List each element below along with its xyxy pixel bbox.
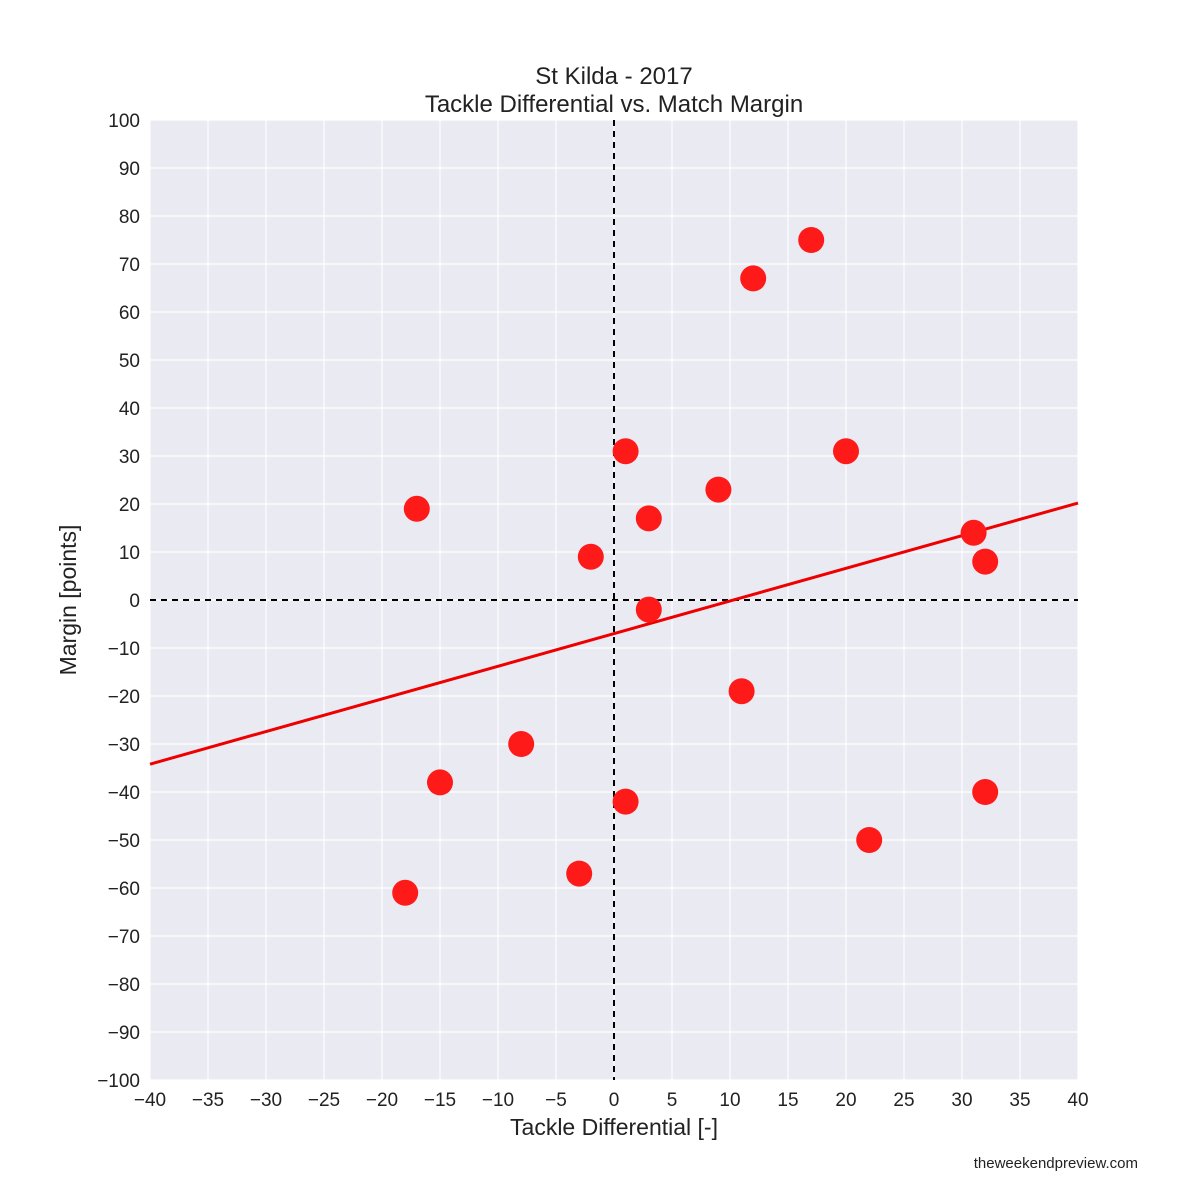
data-point <box>740 265 767 292</box>
y-tick-label: −90 <box>108 1023 140 1044</box>
y-tick-label: −30 <box>108 735 140 756</box>
data-point <box>635 505 662 532</box>
data-point <box>508 731 535 757</box>
x-tick-label: −40 <box>134 1090 166 1111</box>
data-point <box>705 476 732 503</box>
data-point <box>403 495 430 522</box>
y-tick-label: 40 <box>119 399 140 420</box>
y-axis-title: Margin [points] <box>55 525 81 676</box>
data-point <box>856 827 883 853</box>
x-tick-label: 25 <box>893 1090 914 1111</box>
y-tick-label: −60 <box>108 879 140 900</box>
x-tick-label: −35 <box>192 1090 224 1111</box>
x-tick-label: −30 <box>250 1090 282 1111</box>
data-point <box>972 779 999 805</box>
data-point <box>635 596 662 623</box>
y-tick-label: 50 <box>119 351 140 372</box>
x-tick-label: 40 <box>1067 1090 1088 1111</box>
x-tick-label: −15 <box>424 1090 456 1111</box>
x-tick-label: −20 <box>366 1090 398 1111</box>
x-tick-label: 35 <box>1009 1090 1030 1111</box>
chart-title: St Kilda - 2017 <box>535 63 692 90</box>
x-tick-label: −5 <box>545 1090 567 1111</box>
source-credit: theweekendpreview.com <box>973 1155 1138 1172</box>
data-point <box>566 860 593 887</box>
data-point <box>728 678 755 705</box>
y-tick-label: 60 <box>119 303 140 324</box>
y-tick-label: −70 <box>108 927 140 948</box>
x-tick-label: 20 <box>835 1090 856 1111</box>
trendline <box>149 501 1079 766</box>
y-tick-label: 70 <box>119 255 140 276</box>
data-point <box>427 769 453 796</box>
data-point <box>798 227 825 253</box>
data-point <box>612 438 639 465</box>
reference-lines <box>150 120 1078 1080</box>
x-tick-label: 5 <box>667 1090 678 1111</box>
y-tick-label: 10 <box>119 543 140 564</box>
y-tick-label: 90 <box>119 159 140 180</box>
data-points <box>392 227 999 906</box>
data-point <box>833 438 859 465</box>
data-point <box>577 543 604 570</box>
chart-subtitle: Tackle Differential vs. Match Margin <box>425 91 803 118</box>
y-tick-labels: −100−90−80−70−60−50−40−30−20−10010203040… <box>97 111 140 1092</box>
x-tick-label: 30 <box>951 1090 972 1111</box>
x-tick-labels: −40 −35 −30 −25 −20 −15 −10 −5 0 5 10 15 20 25 30 35 40 <box>134 1090 1089 1111</box>
data-point <box>972 548 999 575</box>
y-tick-label: −10 <box>108 639 140 660</box>
y-tick-label: −40 <box>108 783 140 804</box>
x-tick-label: −10 <box>482 1090 514 1111</box>
x-axis-title: Tackle Differential [-] <box>510 1114 718 1140</box>
data-point <box>960 519 987 546</box>
y-tick-label: −80 <box>108 975 140 996</box>
y-tick-label: 20 <box>119 495 140 516</box>
y-tick-label: −20 <box>108 687 140 708</box>
y-tick-label: 0 <box>129 591 140 612</box>
trendline-group <box>149 501 1079 766</box>
y-tick-label: 80 <box>119 207 140 228</box>
data-point <box>392 879 419 906</box>
x-tick-label: 10 <box>719 1090 740 1111</box>
y-tick-label: −50 <box>108 831 140 852</box>
x-tick-label: 15 <box>777 1090 798 1111</box>
x-tick-label: −25 <box>308 1090 340 1111</box>
y-tick-label: −100 <box>97 1071 140 1092</box>
data-point <box>612 788 639 815</box>
y-tick-label: 100 <box>108 111 140 132</box>
y-tick-label: 30 <box>119 447 140 468</box>
x-tick-label: 0 <box>609 1090 620 1111</box>
